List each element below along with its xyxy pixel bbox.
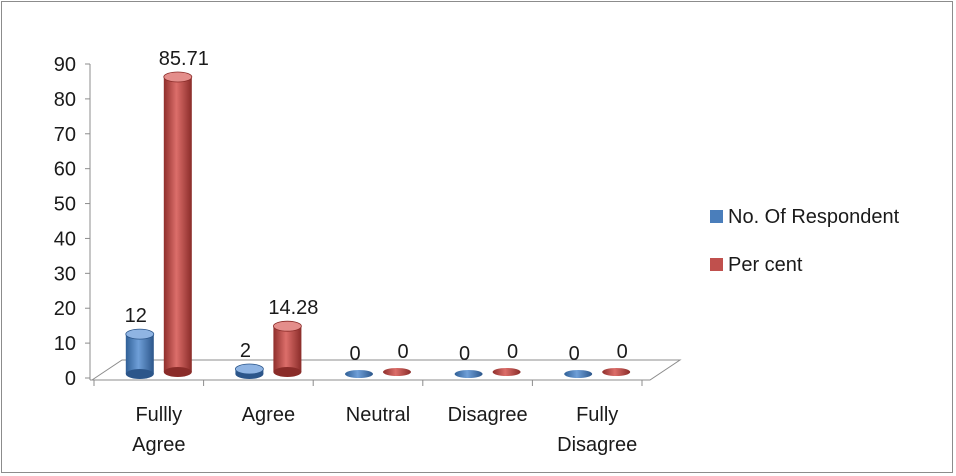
bar-zero-disc [454,370,483,378]
data-label: 12 [125,305,147,327]
bar-zero-disc [492,368,521,376]
bar-bottom [163,367,192,377]
bar-body [273,326,302,372]
bar-percent-2 [383,368,411,376]
x-category-label: Fully [576,404,618,426]
bar-respondent-1 [234,363,264,379]
y-tick-label: 90 [54,54,76,76]
bar-percent-4 [602,368,631,376]
bar-zero-disc [564,370,593,378]
data-label: 0 [507,341,518,363]
legend-label-1: Per cent [728,254,803,276]
data-label: 0 [569,343,580,365]
y-tick-label: 50 [54,194,76,216]
bars [125,71,631,379]
bar-bottom [273,367,302,377]
bar-body [163,76,192,372]
bar-percent-0 [163,71,193,377]
y-tick-label: 10 [54,333,76,355]
data-label: 14.28 [268,297,318,319]
y-tick-label: 60 [54,159,76,181]
bar-body [125,334,154,374]
bar-zero-disc [345,370,373,378]
x-category-label: Disagree [448,404,528,426]
legend-label-0: No. Of Respondent [728,206,900,228]
legend-swatch-0 [710,210,723,223]
bar-top [272,320,302,332]
y-tick-label: 20 [54,298,76,320]
data-label: 85.71 [159,48,209,70]
bar-respondent-0 [125,328,155,379]
data-label: 0 [617,341,628,363]
x-category-label: Neutral [346,404,410,426]
bar-percent-3 [492,368,521,376]
x-category-label: Fullly [135,404,182,426]
bar-top [125,328,155,340]
bar-zero-disc [383,368,411,376]
x-category-label: Agree [242,404,295,426]
y-tick-label: 30 [54,263,76,285]
data-label: 2 [240,340,251,362]
bar-zero-disc [602,368,631,376]
x-category-label: Disagree [557,434,637,456]
data-label: 0 [349,343,360,365]
y-tick-label: 0 [65,368,76,390]
bar-percent-1 [272,320,302,377]
bar-top [163,71,193,83]
bar-respondent-4 [564,370,593,378]
labels: Fullly Agree 12 85.71 Agree 2 14.28 Neutral 0 0 Di… [125,48,638,456]
bar-respondent-2 [345,370,373,378]
bar-top [234,363,264,375]
y-tick-label: 70 [54,124,76,146]
x-category-label: Agree [132,434,185,456]
data-label: 0 [459,343,470,365]
legend: No. Of Respondent Per cent [710,206,900,276]
bar-respondent-3 [454,370,483,378]
bar-bottom [125,369,154,379]
data-label: 0 [397,341,408,363]
legend-swatch-1 [710,258,723,271]
y-tick-label: 40 [54,228,76,250]
y-tick-label: 80 [54,89,76,111]
